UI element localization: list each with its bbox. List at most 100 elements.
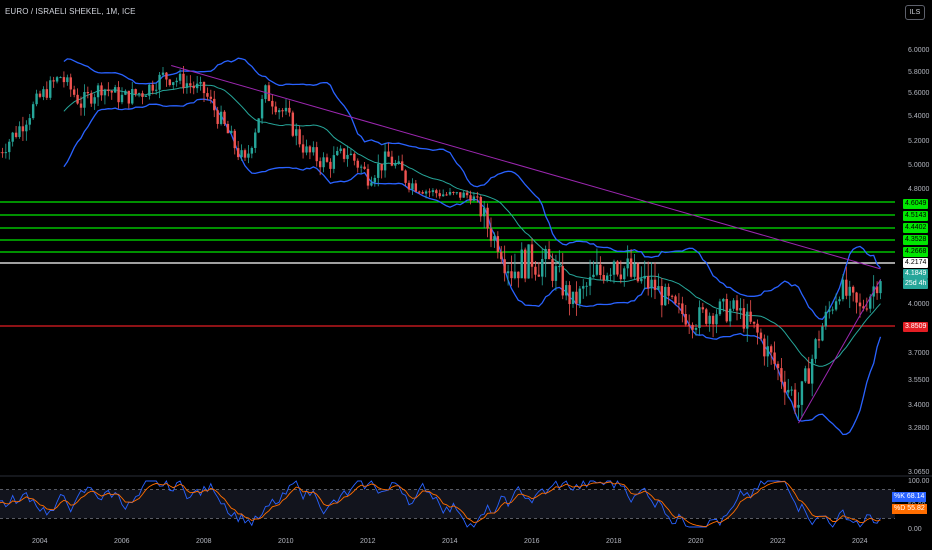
bollinger-bands <box>63 57 882 436</box>
candle-body <box>45 89 49 98</box>
candle-body <box>780 368 783 382</box>
candle-body <box>592 274 595 278</box>
candle-body <box>582 286 585 289</box>
candle-body <box>698 307 701 329</box>
candle-body <box>363 166 366 169</box>
candle-body <box>616 261 619 275</box>
candle-body <box>18 126 21 137</box>
candle-body <box>438 193 441 197</box>
candlesticks <box>0 66 882 419</box>
candle-body <box>568 285 571 305</box>
candle-body <box>653 279 657 290</box>
candle-body <box>605 275 609 281</box>
candle-body <box>131 89 134 104</box>
candle-body <box>834 301 838 310</box>
price-label: 4.5143 <box>903 211 929 221</box>
candle-body <box>851 286 855 293</box>
candle-body <box>687 324 691 326</box>
candle-body <box>195 83 199 89</box>
candle-body <box>865 308 869 310</box>
candle-body <box>151 84 154 91</box>
price-tick-label: 5.8000 <box>908 69 930 76</box>
candle-body <box>506 271 510 274</box>
oscillator-tag-value: 55.82 <box>907 505 925 512</box>
candle-body <box>465 192 469 196</box>
price-label: 25d 4h <box>903 279 929 289</box>
oscillator-tick-label: 100.00 <box>908 478 930 485</box>
candle-body <box>137 93 141 95</box>
oscillator-tick-label: 0.00 <box>908 526 922 533</box>
candle-body <box>462 192 465 198</box>
candle-body <box>407 182 411 190</box>
candle-body <box>650 279 653 289</box>
candle-body <box>571 291 575 305</box>
candle-body <box>541 259 544 277</box>
ascending-trendline <box>798 279 881 424</box>
time-tick-label: 2006 <box>114 538 130 545</box>
candle-body <box>165 72 168 80</box>
candle-body <box>31 104 35 119</box>
candle-body <box>42 89 45 97</box>
candle-body <box>312 147 315 153</box>
candle-body <box>161 72 165 75</box>
candle-body <box>694 328 698 330</box>
price-label: 4.6049 <box>903 199 929 209</box>
candle-body <box>240 150 243 158</box>
price-tick-label: 3.0650 <box>908 469 930 476</box>
price-tick-label: 5.4000 <box>908 113 930 120</box>
price-label: 4.2174 <box>903 258 929 268</box>
candle-body <box>298 129 301 145</box>
candle-body <box>120 94 124 103</box>
price-label: 4.2668 <box>903 247 929 257</box>
candle-body <box>732 300 735 309</box>
candle-body <box>520 249 523 279</box>
time-tick-label: 2014 <box>442 538 458 545</box>
descending-trendline <box>171 65 881 270</box>
oscillator-tag-value: 68.14 <box>906 493 925 500</box>
candle-body <box>359 166 363 168</box>
stochastic-k-line <box>0 480 881 528</box>
candle-body <box>500 251 503 260</box>
candle-body <box>59 77 62 79</box>
candle-body <box>288 107 291 113</box>
candle-body <box>489 228 493 241</box>
candle-body <box>431 190 435 193</box>
currency-button[interactable]: ILS <box>905 5 925 20</box>
time-tick-label: 2010 <box>278 538 294 545</box>
time-tick-label: 2024 <box>852 538 868 545</box>
price-axis-ticks: 6.0000 5.8000 5.6000 5.4000 5.2000 5.0000 4.80… <box>908 47 930 476</box>
candle-body <box>810 358 814 384</box>
candle-body <box>530 244 534 267</box>
candle-body <box>708 315 711 324</box>
candle-body <box>681 303 684 314</box>
candle-body <box>213 98 216 111</box>
candle-body <box>626 258 629 269</box>
oscillator-tag-key: %D <box>894 505 908 512</box>
candle-body <box>380 163 383 171</box>
candle-body <box>274 106 277 113</box>
candle-body <box>383 151 387 171</box>
candle-body <box>25 124 28 132</box>
horizontal-levels <box>0 201 895 327</box>
candle-body <box>277 110 281 113</box>
candle-body <box>705 309 708 324</box>
candle-body <box>544 248 547 260</box>
candle-body <box>90 93 93 104</box>
time-tick-label: 2008 <box>196 538 212 545</box>
oscillator-value-tag: %K 68.14 <box>892 492 927 502</box>
time-tick-label: 2020 <box>688 538 704 545</box>
candle-body <box>667 286 670 296</box>
candle-body <box>845 279 848 296</box>
candle-body <box>93 97 96 104</box>
candle-body <box>342 148 346 159</box>
candle-body <box>828 309 831 312</box>
candle-body <box>855 292 858 303</box>
candle-body <box>759 332 763 339</box>
time-tick-label: 2012 <box>360 538 376 545</box>
candle-body <box>776 363 780 369</box>
symbol-title: EURO / ISRAELI SHEKEL, 1M, ICE <box>5 7 136 16</box>
candle-body <box>804 368 807 382</box>
candle-body <box>4 152 8 154</box>
candle-body <box>633 263 636 277</box>
